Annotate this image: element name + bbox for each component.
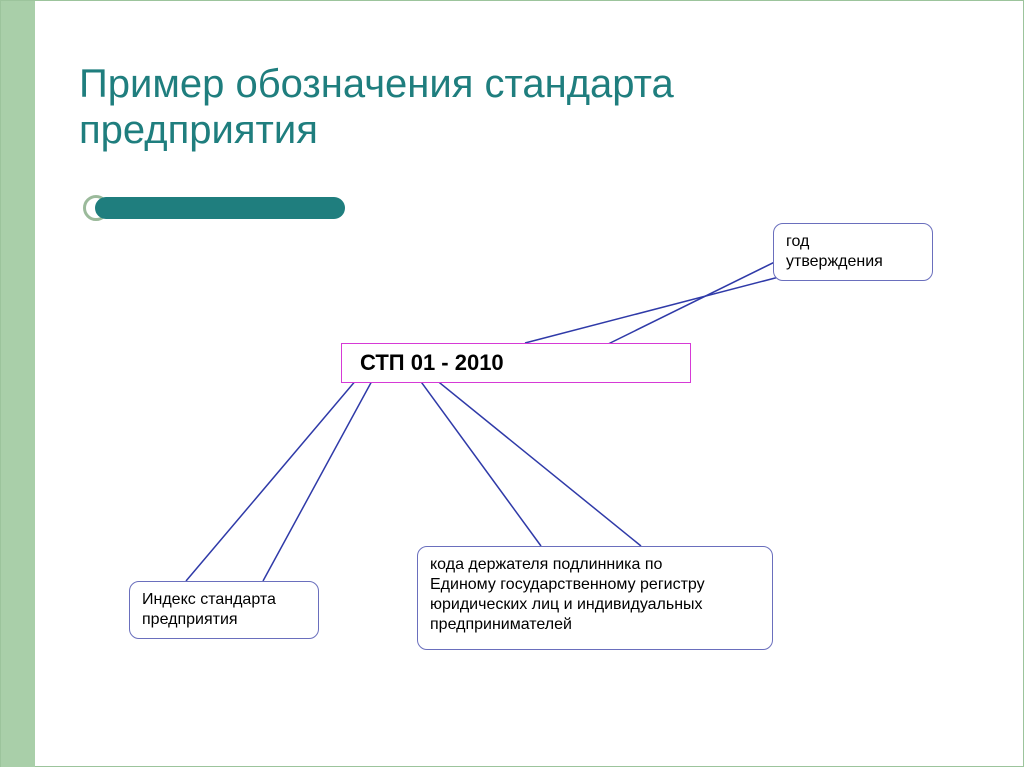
- callout-code: кода держателя подлинника поЕдиному госу…: [417, 546, 773, 650]
- central-designation-box: СТП 01 - 2010: [341, 343, 691, 383]
- callout-index: Индекс стандартапредприятия: [129, 581, 319, 639]
- slide: Пример обозначения стандартапредприятия …: [0, 0, 1024, 767]
- side-strip: [1, 1, 35, 767]
- accent-bar: [95, 197, 345, 219]
- slide-title: Пример обозначения стандартапредприятия: [79, 61, 674, 153]
- callout-year: годутверждения: [773, 223, 933, 281]
